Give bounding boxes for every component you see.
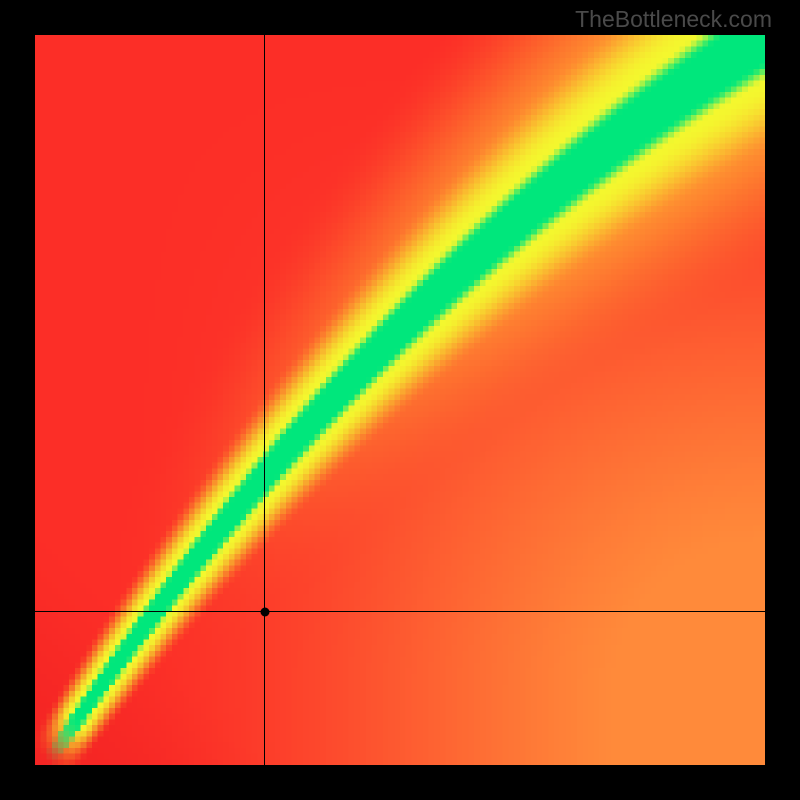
heatmap-canvas: [35, 35, 765, 765]
chart-frame: TheBottleneck.com: [0, 0, 800, 800]
crosshair-marker: [260, 607, 269, 616]
heatmap-plot: [35, 35, 765, 765]
crosshair-vertical: [264, 35, 265, 765]
watermark-text: TheBottleneck.com: [575, 6, 772, 33]
crosshair-horizontal: [35, 611, 765, 612]
